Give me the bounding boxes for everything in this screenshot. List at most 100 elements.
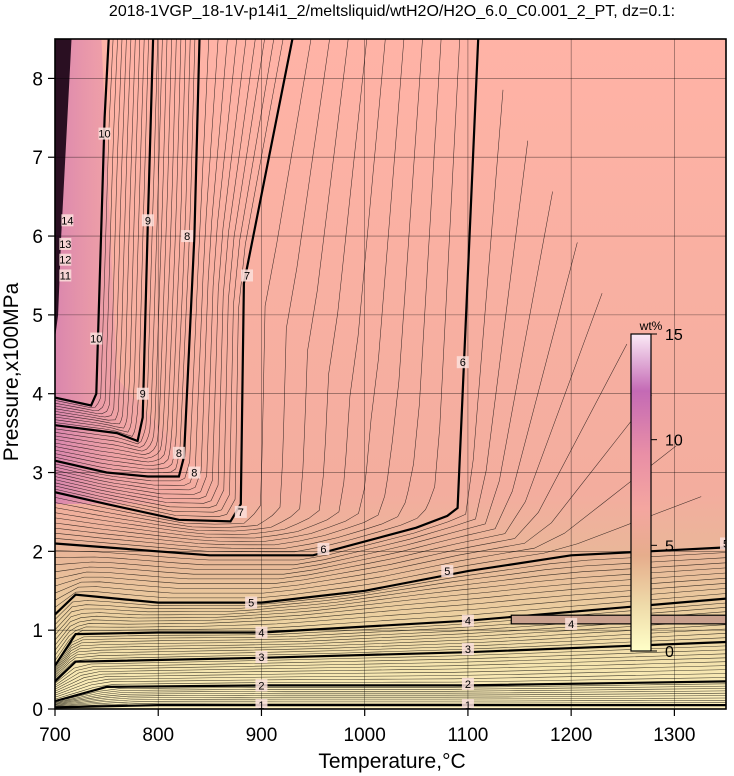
contour-label: 1 <box>255 699 268 712</box>
y-tick-label: 7 <box>32 148 43 169</box>
minor-contour-line <box>55 39 256 504</box>
contour-label: 5 <box>441 565 454 578</box>
contour-label: 8 <box>188 466 201 480</box>
svg-text:6: 6 <box>320 544 326 556</box>
minor-contour-line <box>55 577 726 646</box>
artifact-bar <box>510 614 726 625</box>
contour-line-5 <box>55 546 726 616</box>
colorbar-tick-label: 15 <box>665 327 683 344</box>
minor-contour-line <box>55 89 504 561</box>
contour-label: 7 <box>241 269 254 282</box>
minor-contour-line <box>55 649 726 686</box>
svg-text:8: 8 <box>176 448 182 460</box>
minor-contour-line <box>55 39 228 491</box>
minor-contour-line <box>55 39 182 463</box>
minor-contour-line <box>55 39 237 495</box>
svg-text:1: 1 <box>258 700 264 712</box>
plot-border <box>54 38 727 710</box>
minor-contour-line <box>55 562 726 630</box>
plot-background <box>55 39 726 709</box>
x-axis-title: Temperature,°C <box>318 750 465 773</box>
chart-title: 2018-1VGP_18-1V-p14i1_2/meltsliquid/wtH2… <box>109 3 675 20</box>
minor-contour-line <box>55 39 123 415</box>
svg-text:8: 8 <box>191 468 197 480</box>
svg-text:5: 5 <box>444 566 450 578</box>
svg-text:14: 14 <box>61 215 73 227</box>
svg-text:8: 8 <box>184 231 190 243</box>
minor-contour-line <box>55 39 114 408</box>
contour-label: 10 <box>98 127 111 141</box>
svg-text:5: 5 <box>248 598 254 610</box>
minor-contour-line <box>55 615 726 673</box>
x-tick-label: 900 <box>246 725 278 746</box>
svg-text:7: 7 <box>238 507 244 519</box>
dense-contour-region <box>55 39 72 339</box>
svg-text:3: 3 <box>258 652 264 664</box>
contour-label: 12 <box>59 253 71 267</box>
x-tick-label: 1100 <box>447 725 488 746</box>
y-tick-label: 5 <box>32 306 43 327</box>
minor-contour-line <box>55 39 149 437</box>
minor-contour-line <box>55 39 275 513</box>
minor-contour-line <box>55 633 726 679</box>
contour-label: 9 <box>136 387 149 401</box>
svg-text:11: 11 <box>60 270 71 282</box>
minor-contour-line <box>55 343 628 587</box>
svg-text:6: 6 <box>460 357 466 369</box>
svg-text:12: 12 <box>59 255 71 267</box>
minor-contour-line <box>55 653 726 688</box>
minor-contour-line <box>55 39 312 525</box>
minor-contour-line <box>55 669 726 696</box>
svg-text:7: 7 <box>244 270 250 282</box>
svg-text:2: 2 <box>465 679 471 691</box>
minor-contour-line <box>55 692 726 705</box>
minor-contour-line <box>55 588 726 656</box>
svg-text:3: 3 <box>465 644 471 656</box>
minor-contour-line <box>55 39 172 455</box>
minor-contour-line <box>55 39 423 546</box>
minor-contour-line <box>55 39 132 421</box>
minor-contour-line <box>55 39 186 466</box>
minor-contour-line <box>55 39 191 470</box>
contour-label: 3 <box>461 643 474 656</box>
colorbar-unit: wt% <box>639 319 663 333</box>
minor-contour-line <box>55 496 702 608</box>
contour-label: 9 <box>141 214 154 227</box>
minor-contour-line <box>55 690 726 704</box>
contour-label: 5 <box>245 596 258 610</box>
y-tick-label: 2 <box>32 542 43 563</box>
svg-text:5: 5 <box>723 538 729 550</box>
svg-text:10: 10 <box>98 129 110 141</box>
minor-contour-line <box>55 695 726 706</box>
svg-text:1: 1 <box>465 700 471 712</box>
contour-label: 8 <box>181 230 194 243</box>
y-tick-label: 4 <box>32 385 43 406</box>
contour-label: 8 <box>172 446 185 460</box>
contour-label: 1 <box>461 699 474 712</box>
minor-contour-line <box>55 293 603 580</box>
contour-label: 14 <box>61 214 74 227</box>
minor-contour-line <box>55 624 726 676</box>
contour-label: 4 <box>565 617 578 631</box>
minor-contour-line <box>55 39 368 535</box>
contour-label: 2 <box>461 677 474 691</box>
contour-line-9 <box>55 39 155 443</box>
colorbar-scale <box>630 333 652 652</box>
minor-contour-line <box>55 552 726 620</box>
contour-label: 3 <box>255 650 268 664</box>
minor-contour-line <box>55 39 163 448</box>
minor-contour-line <box>55 39 247 500</box>
y-tick-label: 1 <box>32 621 43 642</box>
contour-label: 7 <box>234 505 247 519</box>
minor-contour-line <box>55 39 349 532</box>
contour-label: 5 <box>720 537 729 550</box>
y-tick-label: 8 <box>32 69 43 90</box>
svg-text:4: 4 <box>568 619 574 631</box>
minor-contour-line <box>55 394 652 594</box>
x-tick-label: 700 <box>39 725 71 746</box>
y-tick-label: 6 <box>32 227 43 248</box>
contour-label: 2 <box>255 679 268 692</box>
